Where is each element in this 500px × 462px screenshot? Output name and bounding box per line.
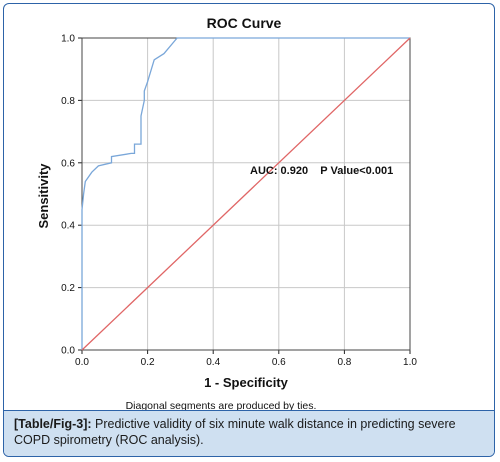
x-tick-label: 0.8 <box>337 357 351 368</box>
roc-chart: ROC Curve 0.0 0.2 0.4 0.6 0.8 1.0 0.0 0.2 0.4 0.6… <box>36 15 417 412</box>
ties-footnote: Diagonal segments are produced by ties. <box>126 400 317 412</box>
y-axis-label: Sensitivity <box>36 163 51 229</box>
y-tick-label: 0.4 <box>61 221 75 232</box>
x-tick-label: 0.2 <box>141 357 155 368</box>
plot-area: 0.0 0.2 0.4 0.6 0.8 1.0 0.0 0.2 0.4 0.6 0.8 1.0 <box>61 34 417 369</box>
roc-curve-line <box>81 37 410 350</box>
figure-caption: [Table/Fig-3]: Predictive validity of si… <box>4 410 494 456</box>
chart-title: ROC Curve <box>207 15 282 31</box>
y-tick-label: 1.0 <box>61 34 75 45</box>
x-axis-label: 1 - Specificity <box>204 375 289 390</box>
y-tick-label: 0.8 <box>61 96 75 107</box>
figure-frame: ROC Curve 0.0 0.2 0.4 0.6 0.8 1.0 0.0 0.2 0.4 0.6… <box>3 3 495 457</box>
x-tick-label: 1.0 <box>403 357 417 368</box>
caption-text: Predictive validity of six minute walk d… <box>14 417 456 447</box>
x-tick-label: 0.4 <box>206 357 220 368</box>
x-tick-label: 0.0 <box>75 357 89 368</box>
x-tick-label: 0.6 <box>272 357 286 368</box>
caption-label: [Table/Fig-3]: <box>14 417 92 431</box>
y-tick-label: 0.6 <box>61 158 75 169</box>
auc-annotation: AUC: 0.920 P Value<0.001 <box>250 165 393 177</box>
y-tick-label: 0.0 <box>61 346 75 357</box>
reference-diagonal-line <box>81 37 411 351</box>
y-tick-label: 0.2 <box>61 283 75 294</box>
